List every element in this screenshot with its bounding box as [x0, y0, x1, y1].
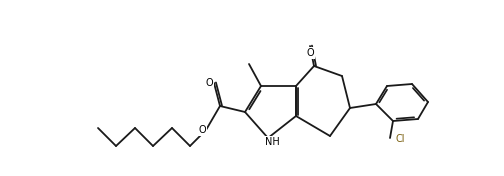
Text: Cl: Cl [395, 134, 405, 144]
Text: NH: NH [265, 137, 279, 147]
Text: O: O [306, 48, 314, 58]
Text: O: O [198, 125, 206, 135]
Text: O: O [205, 78, 213, 88]
